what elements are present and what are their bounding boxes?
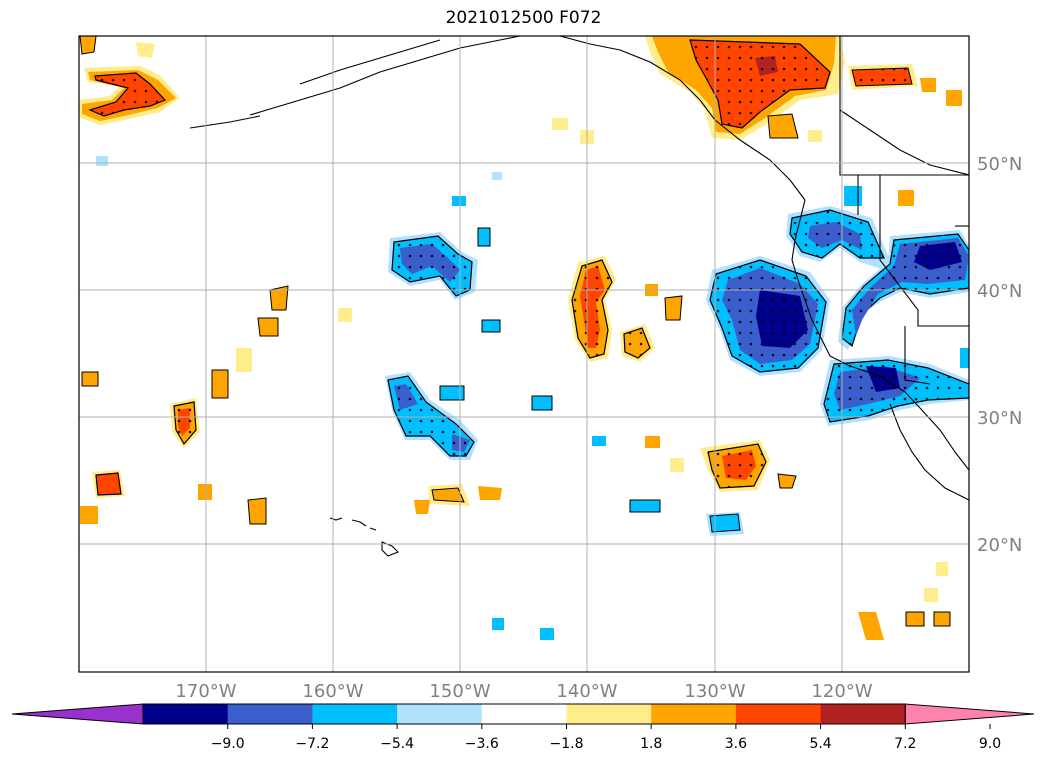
colorbar-segment bbox=[143, 704, 229, 724]
colorbar-label: −7.2 bbox=[295, 736, 329, 752]
colorbar-label: 3.6 bbox=[725, 736, 747, 752]
colorbar-segment bbox=[735, 704, 822, 724]
latitude-labels: 50°N 40°N 30°N 20°N bbox=[977, 154, 1022, 556]
colorbar-extend-high bbox=[904, 703, 1035, 725]
colorbar: −9.0 −7.2 −5.4 −3.6 −1.8 1.8 3.6 5.4 7.2 9.0 bbox=[11, 703, 1035, 752]
lon-label-140w: 140°W bbox=[556, 681, 617, 702]
colorbar-label: 9.0 bbox=[979, 736, 1001, 752]
colorbar-segment bbox=[481, 704, 567, 724]
lat-label-20n: 20°N bbox=[977, 535, 1022, 556]
colorbar-segment bbox=[651, 704, 737, 724]
colorbar-label: −1.8 bbox=[550, 736, 584, 752]
colorbar-label: −5.4 bbox=[380, 736, 414, 752]
lon-label-170w: 170°W bbox=[175, 681, 236, 702]
coastlines bbox=[189, 36, 969, 501]
hawaiian-islands bbox=[329, 517, 399, 557]
graticule bbox=[79, 36, 969, 672]
colorbar-extend-low bbox=[11, 703, 144, 725]
colorbar-label: 7.2 bbox=[894, 736, 916, 752]
colorbar-segment bbox=[312, 704, 398, 724]
colorbar-label: −9.0 bbox=[211, 736, 245, 752]
lat-label-50n: 50°N bbox=[977, 154, 1022, 175]
lon-label-130w: 130°W bbox=[684, 681, 745, 702]
lon-label-150w: 150°W bbox=[429, 681, 490, 702]
longitude-labels: 170°W 160°W 150°W 140°W 130°W 120°W bbox=[175, 681, 872, 702]
lat-label-30n: 30°N bbox=[977, 408, 1022, 429]
colorbar-segment bbox=[227, 704, 313, 724]
colorbar-segment bbox=[397, 704, 483, 724]
colorbar-segment bbox=[566, 704, 652, 724]
map-frame bbox=[78, 35, 970, 673]
lon-label-120w: 120°W bbox=[811, 681, 872, 702]
colorbar-label: 5.4 bbox=[809, 736, 831, 752]
lon-label-160w: 160°W bbox=[302, 681, 363, 702]
colorbar-label: −3.6 bbox=[465, 736, 499, 752]
colorbar-outline bbox=[142, 703, 906, 725]
map-plot-area bbox=[79, 36, 969, 672]
colorbar-segment bbox=[820, 704, 906, 724]
stippling bbox=[90, 40, 969, 488]
colorbar-label: 1.8 bbox=[640, 736, 662, 752]
map-title: 2021012500 F072 bbox=[445, 8, 602, 28]
lat-label-40n: 40°N bbox=[977, 281, 1022, 302]
